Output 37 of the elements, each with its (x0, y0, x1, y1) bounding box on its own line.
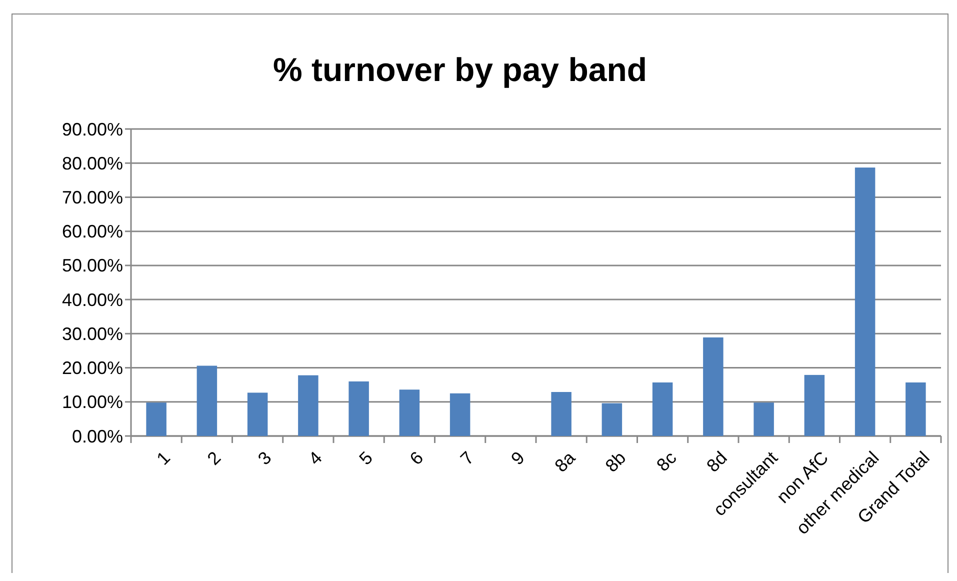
bar (854, 168, 876, 436)
x-tick-label: 5 (355, 448, 377, 469)
x-tick-label: 1 (152, 448, 174, 469)
x-tick-label: 4 (304, 448, 326, 469)
chart-title: % turnover by pay band (272, 51, 648, 88)
x-tick-label: 8b (601, 448, 630, 476)
x-tick-label: 6 (406, 448, 428, 469)
y-tick-label: 40.00% (62, 290, 123, 310)
bar (804, 374, 825, 436)
y-tick-label: 80.00% (62, 153, 123, 174)
x-tick-label: 3 (254, 448, 276, 469)
x-tick-label: 8c (652, 448, 680, 476)
y-tick-label: 60.00% (62, 222, 123, 242)
y-tick-label: 20.00% (62, 358, 123, 378)
x-tick-label: 7 (456, 448, 478, 469)
bar (703, 337, 724, 436)
y-tick-label: 50.00% (62, 256, 123, 276)
bar (450, 393, 470, 436)
y-tick-label: 10.00% (62, 392, 123, 412)
x-tick-label: 2 (203, 448, 225, 469)
x-tick-label: 9 (507, 448, 528, 469)
bar (602, 403, 622, 436)
bar (196, 366, 218, 436)
y-tick-label: 30.00% (62, 324, 123, 344)
bar (146, 402, 166, 436)
bar (906, 382, 926, 436)
bar (247, 392, 268, 436)
bar (348, 381, 369, 436)
y-tick-label: 90.00% (62, 119, 123, 140)
x-tick-label: 8a (550, 446, 580, 476)
bar (551, 392, 572, 436)
bar (298, 375, 318, 436)
y-tick-label: 0.00% (72, 426, 123, 446)
bar (754, 402, 774, 436)
y-tick-label: 70.00% (62, 188, 123, 208)
bar (399, 390, 420, 436)
bar (652, 382, 673, 436)
